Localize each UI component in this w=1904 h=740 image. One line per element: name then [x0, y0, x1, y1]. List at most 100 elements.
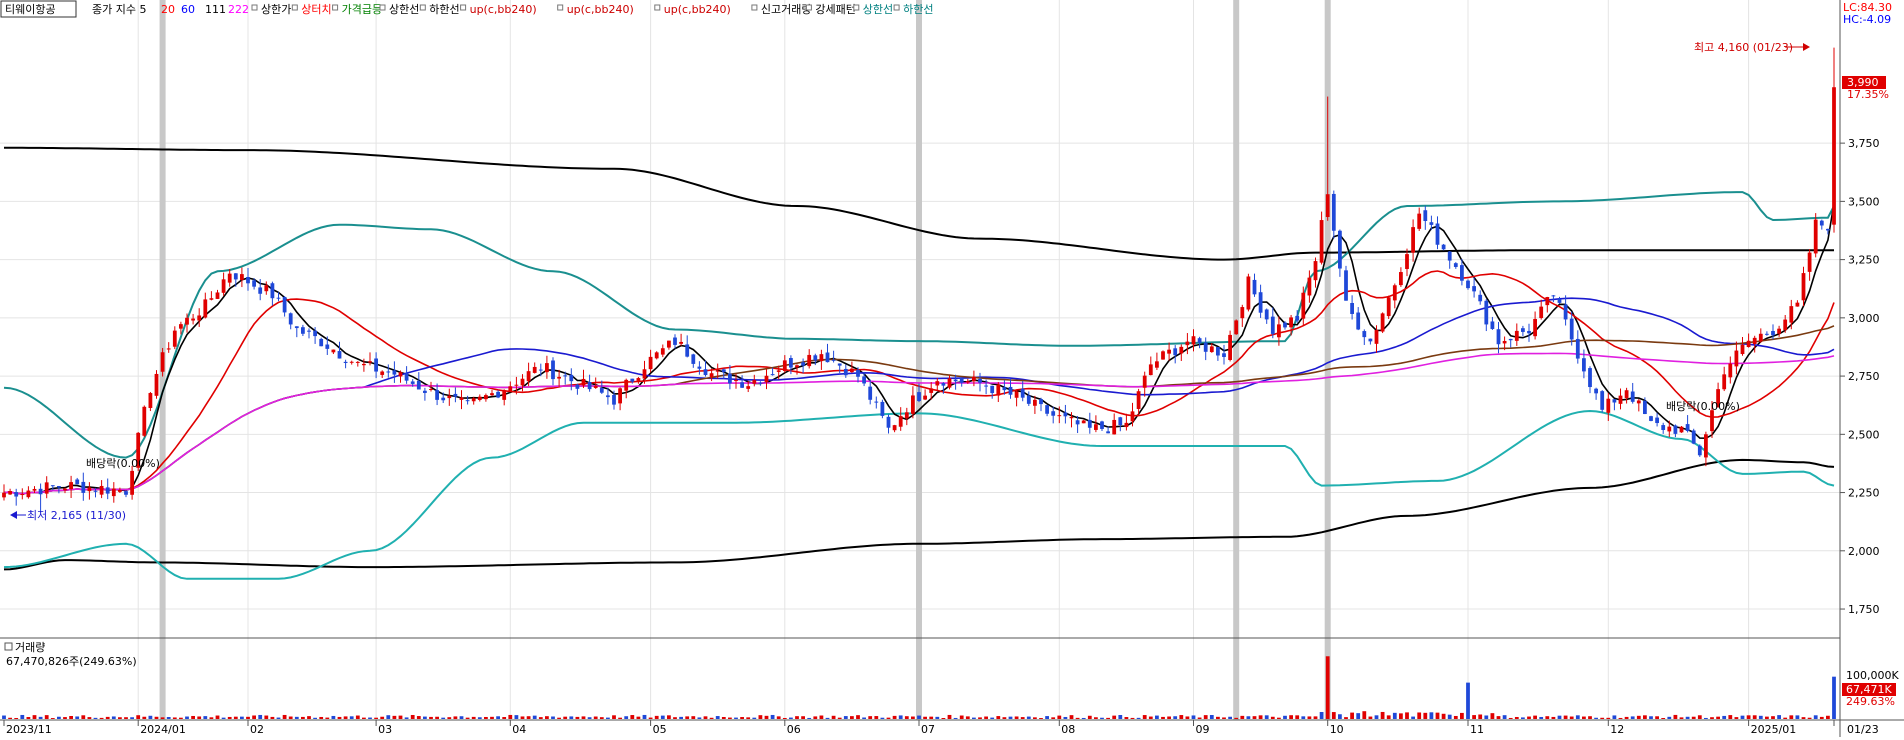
candle-body — [105, 487, 110, 494]
candle-body — [1386, 297, 1391, 317]
volume-bar — [1826, 715, 1830, 719]
candle-body — [532, 366, 537, 373]
volume-bar — [715, 716, 720, 719]
volume-bar — [898, 715, 903, 719]
volume-bar — [8, 717, 12, 719]
candle-body — [862, 376, 866, 384]
volume-bar — [1697, 715, 1702, 719]
candle-body — [654, 352, 659, 359]
candle-body — [258, 287, 263, 294]
legend-toggle-icon[interactable] — [654, 4, 661, 11]
volume-bar — [240, 716, 244, 719]
legend-item-label: 신고거래량 — [761, 3, 812, 16]
candle-body — [410, 381, 415, 384]
volume-bar — [520, 716, 525, 719]
y-tick-label: 3,750 — [1848, 137, 1880, 150]
legend-item-label: up(c,bb240) — [567, 3, 634, 16]
volume-bar — [1575, 715, 1580, 719]
volume-bar — [1636, 715, 1641, 719]
volume-bar — [1423, 712, 1428, 719]
volume-bar — [532, 715, 537, 719]
volume-bar — [1026, 716, 1031, 719]
volume-badge-box — [1842, 683, 1896, 696]
volume-bar — [526, 716, 531, 719]
candle-body — [807, 354, 812, 367]
y-tick-label: 2,750 — [1848, 370, 1880, 383]
candle-body — [1112, 419, 1117, 435]
legend-toggle-icon[interactable] — [332, 4, 339, 11]
legend-toggle-icon[interactable] — [893, 4, 900, 11]
candle-body — [325, 344, 330, 349]
candle-body — [1582, 358, 1586, 372]
candle-body — [398, 372, 403, 377]
legend-toggle-icon[interactable] — [460, 4, 467, 11]
candle-body — [1100, 421, 1104, 429]
volume-bar — [721, 716, 726, 719]
candle-body — [697, 366, 702, 369]
candle-body — [1575, 338, 1580, 359]
volume-bar — [1167, 716, 1171, 719]
legend-toggle-icon[interactable] — [853, 4, 860, 11]
candle-body — [1710, 410, 1714, 432]
legend-toggle-icon[interactable] — [751, 4, 758, 11]
legend-toggle-icon[interactable] — [291, 4, 298, 11]
volume-bar — [758, 715, 763, 719]
candle-body — [1527, 330, 1531, 334]
volume-bar — [99, 717, 104, 719]
candle-body — [1148, 364, 1153, 376]
volume-bar — [1533, 715, 1537, 719]
candle-body — [904, 412, 909, 419]
volume-bar — [502, 717, 507, 719]
volume-title: 거래량 — [15, 641, 45, 654]
candle-body — [203, 299, 208, 318]
volume-bar — [685, 716, 690, 719]
candle-body — [642, 369, 647, 379]
candle-body — [160, 352, 165, 372]
candle-body — [813, 355, 818, 361]
volume-bar — [246, 716, 250, 719]
candle-body — [1270, 316, 1275, 334]
candle-body — [1417, 213, 1422, 229]
candle-body — [75, 479, 80, 485]
volume-bar — [1502, 715, 1507, 719]
candle-body — [69, 482, 73, 490]
candle-body — [423, 390, 427, 393]
candle-body — [50, 485, 55, 487]
candle-body — [246, 277, 250, 284]
volume-bar — [484, 716, 488, 719]
candle-body — [20, 494, 25, 496]
stock-name-box[interactable] — [0, 0, 77, 18]
volume-bar — [679, 716, 683, 719]
volume-bar — [953, 717, 958, 719]
candle-body — [349, 361, 354, 363]
volume-bar — [105, 716, 110, 719]
legend-toggle-icon[interactable] — [419, 4, 426, 11]
volume-bar — [1435, 712, 1440, 719]
volume-bar — [1618, 717, 1623, 719]
candle-body — [1142, 375, 1147, 388]
x-tick-label: 2024/01 — [140, 723, 186, 736]
x-tick-label: 2023/11 — [6, 723, 52, 736]
volume-toggle-icon[interactable] — [4, 642, 13, 651]
volume-bar — [972, 717, 976, 719]
candle-body — [447, 395, 452, 399]
candle-body — [1179, 346, 1184, 354]
candle-body — [1069, 416, 1074, 419]
legend-toggle-icon[interactable] — [557, 4, 564, 11]
legend-item-label: 가격급등 — [342, 3, 382, 16]
legend-toggle-icon[interactable] — [251, 4, 258, 11]
volume-bar — [1496, 716, 1501, 719]
volume-bar — [618, 717, 622, 719]
volume-bar — [203, 716, 208, 719]
candle-body — [1618, 395, 1623, 404]
candle-body — [197, 315, 202, 321]
legend-toggle-icon[interactable] — [379, 4, 386, 11]
volume-bar — [26, 717, 31, 719]
candle-body — [471, 398, 476, 402]
volume-bar — [1563, 715, 1568, 719]
volume-bar — [1295, 715, 1300, 719]
legend-toggle-icon[interactable] — [805, 4, 812, 11]
volume-bar — [270, 716, 275, 719]
x-tick-label: 05 — [653, 723, 667, 736]
volume-bar — [447, 717, 452, 719]
